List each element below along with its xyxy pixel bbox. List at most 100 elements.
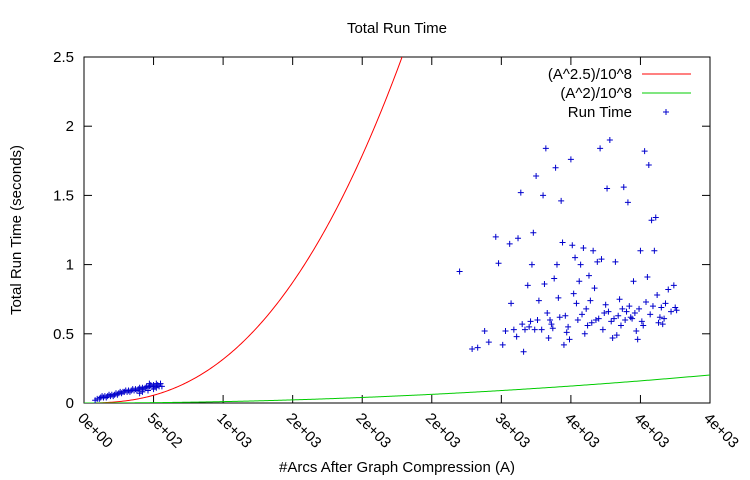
data-point [103,394,110,401]
y-tick-label: 0 [66,395,74,412]
data-point [631,310,638,317]
data-point [622,316,629,323]
data-point [617,322,624,329]
data-point [517,189,524,196]
data-point [654,292,661,299]
x-axis: 0e+00 5e+02 1e+03 2e+03 2e+03 2e+03 3e+03 4e+03… [74,57,742,452]
data-point [606,137,613,144]
data-point [495,260,502,267]
data-point [560,341,567,348]
x-tick-label: 3e+03 [492,410,534,452]
data-point [562,312,569,319]
plot-frame [83,56,711,404]
curve-A251e8 [84,57,403,403]
data-point [526,323,533,330]
data-point [629,315,636,322]
data-point [648,217,655,224]
data-point [652,214,659,221]
x-tick-label: 4e+03 [700,410,742,452]
data-point [485,339,492,346]
data-point [627,314,634,321]
data-point [541,280,548,287]
data-point [599,326,606,333]
x-tick-label: 1e+03 [213,410,255,452]
data-point [633,328,640,335]
data-point [527,318,534,325]
y-tick-label: 2.5 [53,49,74,66]
data-point [492,233,499,240]
data-point [569,242,576,249]
scatter-points [92,137,680,404]
data-point [558,197,565,204]
data-point [502,328,509,335]
data-point [574,316,581,323]
data-point [528,261,535,268]
data-point [616,296,623,303]
data-point [110,393,117,400]
data-point [665,286,672,293]
data-point [594,258,601,265]
data-point [655,319,662,326]
data-point [157,380,164,387]
data-point [634,336,641,343]
data-point [615,312,622,319]
data-point [469,346,476,353]
data-point [672,304,679,311]
data-point [499,341,506,348]
x-tick-label: 2e+03 [422,410,464,452]
data-point [524,282,531,289]
legend-swatch [663,109,669,115]
legend-label: (A^2)/10^8 [560,85,632,102]
x-axis-label: #Arcs After Graph Compression (A) [279,459,515,476]
data-point [545,334,552,341]
legend-label: Run Time [568,104,632,121]
data-point [520,348,527,355]
data-point [556,314,563,321]
data-point [552,164,559,171]
data-point [640,322,647,329]
data-point [510,326,517,333]
data-point [643,298,650,305]
data-point [626,303,633,310]
data-point [649,303,656,310]
data-point [515,235,522,242]
data-point [611,315,618,322]
data-point [584,322,591,329]
data-point [567,156,574,163]
data-point [661,315,668,322]
curve-layer [84,57,710,403]
data-point [645,161,652,168]
data-point [619,305,626,312]
data-point [144,387,151,394]
data-point [118,390,125,397]
data-point [154,382,161,389]
data-point [670,282,677,289]
data-point [555,294,562,301]
x-tick-label: 2e+03 [352,410,394,452]
data-point [140,386,147,393]
data-point [604,185,611,192]
data-point [602,301,609,308]
data-point [547,316,554,323]
data-point [565,323,572,330]
data-point [533,173,540,180]
chart-title: Total Run Time [347,20,447,37]
data-point [544,310,551,317]
data-point [566,336,573,343]
data-point [591,285,598,292]
data-point [158,383,165,390]
data-point [519,321,526,328]
data-point [630,278,637,285]
data-point [136,390,143,397]
data-point [146,380,153,387]
data-point [549,325,556,332]
data-point [647,311,654,318]
data-point [481,328,488,335]
y-tick-label: 1 [66,257,74,274]
data-point [150,386,157,393]
data-point [506,240,513,247]
data-point [580,244,587,251]
data-point [508,300,515,307]
data-point [587,297,594,304]
legend: (A^2.5)/10^8 (A^2)/10^8 Run Time [548,66,691,121]
